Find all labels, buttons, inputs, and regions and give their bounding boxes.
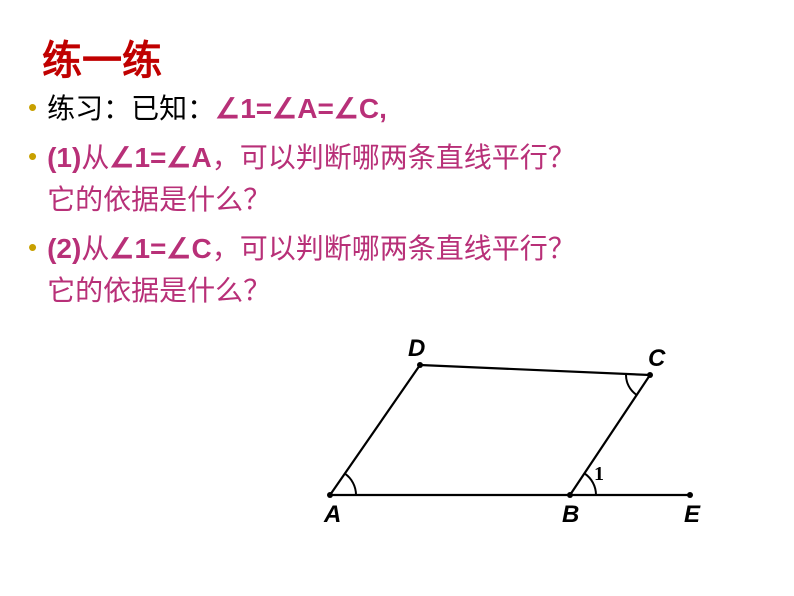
line-2: • (1)从∠1=∠A，可以判断哪两条直线平行？它的依据是什么？ <box>28 137 588 222</box>
line-3-text: (2)从∠1=∠C，可以判断哪两条直线平行？它的依据是什么？ <box>47 228 588 313</box>
l3-a: 从 <box>81 234 109 265</box>
diagram-svg <box>290 335 760 585</box>
l1-math: ∠1=∠A=∠C, <box>215 93 387 124</box>
line-1: • 练习：已知：∠1=∠A=∠C, <box>28 88 588 131</box>
line-3: • (2)从∠1=∠C，可以判断哪两条直线平行？它的依据是什么？ <box>28 228 588 313</box>
l2-a: 从 <box>81 143 109 174</box>
slide-title: 练一练 <box>42 28 162 86</box>
label-D: D <box>408 335 425 363</box>
bullet-icon: • <box>28 92 37 123</box>
l2-num: (1) <box>47 142 81 173</box>
label-angle-1: 1 <box>594 463 604 486</box>
content-area: • 练习：已知：∠1=∠A=∠C, • (1)从∠1=∠A，可以判断哪两条直线平… <box>28 88 588 319</box>
bullet-icon: • <box>28 141 37 172</box>
geometry-diagram: D C A B E 1 <box>290 335 760 585</box>
bullet-icon: • <box>28 232 37 263</box>
l3-num: (2) <box>47 233 81 264</box>
l1-prefix: 练习：已知： <box>47 94 215 125</box>
label-C: C <box>648 345 665 373</box>
l3-math: ∠1=∠C <box>109 233 211 264</box>
label-B: B <box>562 501 579 529</box>
label-E: E <box>684 501 700 529</box>
line-1-text: 练习：已知：∠1=∠A=∠C, <box>47 88 387 131</box>
line-2-text: (1)从∠1=∠A，可以判断哪两条直线平行？它的依据是什么？ <box>47 137 588 222</box>
l2-math: ∠1=∠A <box>109 142 211 173</box>
label-A: A <box>324 501 341 529</box>
